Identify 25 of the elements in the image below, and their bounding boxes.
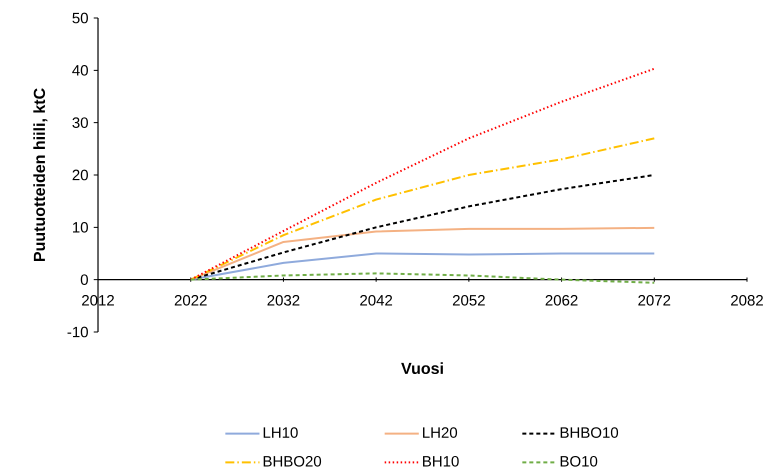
y-axis-title: Puutuotteiden hiili, ktC (33, 88, 48, 262)
x-tick-label: 2042 (360, 294, 392, 306)
line-series (190, 68, 656, 281)
y-tick-label: 50 (72, 12, 88, 24)
x-tick-label: 2032 (268, 294, 300, 306)
x-axis-title: Vuosi (401, 362, 443, 374)
y-tick-label: -10 (68, 326, 88, 338)
line-series (190, 272, 656, 284)
legend-label: LH20 (423, 427, 458, 438)
legend-label: BO10 (560, 456, 598, 467)
x-tick-label: 2082 (731, 294, 763, 306)
y-tick-label: 10 (73, 222, 88, 233)
y-tick-label: 30 (72, 117, 88, 128)
line-series (190, 137, 656, 281)
y-tick-label: 40 (72, 65, 88, 76)
x-tick-label: 2062 (546, 294, 578, 306)
x-tick-label: 2052 (452, 294, 485, 306)
legend-label: BH10 (423, 456, 459, 467)
legend-label: LH10 (264, 427, 298, 438)
y-tick-label: 20 (72, 170, 88, 180)
legend-label: BHBO10 (560, 427, 618, 438)
legend-label: BHBO20 (264, 456, 322, 467)
x-tick-label: 2072 (638, 294, 670, 306)
y-tick-label: 0 (80, 274, 88, 285)
x-tick-label: 2022 (174, 294, 207, 306)
